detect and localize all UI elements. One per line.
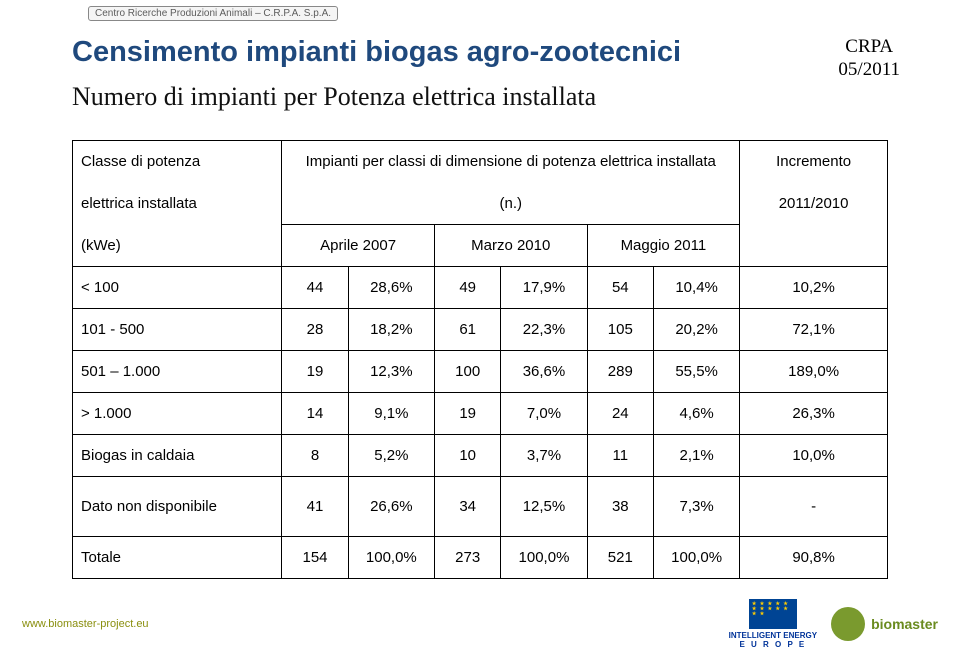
table-cell: 22,3% (501, 309, 587, 351)
table-cell: Biogas in caldaia (73, 435, 282, 477)
table-cell: < 100 (73, 267, 282, 309)
footer-url: www.biomaster-project.eu (22, 618, 149, 630)
head-span-l1: Impianti per classi di dimensione di pot… (282, 141, 740, 183)
table-cell: 2,1% (654, 435, 740, 477)
table-cell: 49 (434, 267, 500, 309)
table-cell: 501 – 1.000 (73, 351, 282, 393)
table-cell: 55,5% (654, 351, 740, 393)
page-title: Censimento impianti biogas agro-zootecni… (72, 36, 681, 69)
biomaster-logo: biomaster (831, 607, 938, 641)
table-cell: 20,2% (654, 309, 740, 351)
table-row: 101 - 5002818,2%6122,3%10520,2%72,1% (73, 309, 888, 351)
table-cell: 28 (282, 309, 348, 351)
table-cell: 7,3% (654, 477, 740, 537)
table-cell: 10,0% (740, 435, 888, 477)
head-class-l2: elettrica installata (73, 183, 282, 225)
table-cell: 5,2% (348, 435, 434, 477)
crpa-date: 05/2011 (838, 59, 900, 82)
table-cell: 44 (282, 267, 348, 309)
table-cell: 38 (587, 477, 653, 537)
table-cell: Totale (73, 537, 282, 579)
table-cell: 19 (282, 351, 348, 393)
table-cell: - (740, 477, 888, 537)
head-class-l3: (kWe) (73, 225, 282, 267)
table-cell: Dato non disponibile (73, 477, 282, 537)
head-span-l2: (n.) (282, 183, 740, 225)
table-cell: 24 (587, 393, 653, 435)
header-org-tag: Centro Ricerche Produzioni Animali – C.R… (88, 6, 338, 21)
table-row: > 1.000149,1%197,0%244,6%26,3% (73, 393, 888, 435)
table-cell: 41 (282, 477, 348, 537)
table-cell: 36,6% (501, 351, 587, 393)
table-cell: 19 (434, 393, 500, 435)
head-sub-aprile: Aprile 2007 (282, 225, 435, 267)
title-row: Censimento impianti biogas agro-zootecni… (72, 36, 900, 82)
head-sub-marzo: Marzo 2010 (434, 225, 587, 267)
leaf-icon (831, 607, 865, 641)
head-sub-maggio: Maggio 2011 (587, 225, 740, 267)
table-cell: 14 (282, 393, 348, 435)
intelligent-energy-logo: INTELLIGENT ENERGY E U R O P E (729, 599, 817, 649)
table-row: Totale154100,0%273100,0%521100,0%90,8% (73, 537, 888, 579)
biomaster-text: biomaster (871, 616, 938, 632)
table-cell: 12,5% (501, 477, 587, 537)
footer: www.biomaster-project.eu INTELLIGENT ENE… (0, 599, 960, 649)
table-cell: 11 (587, 435, 653, 477)
subtitle: Numero di impianti per Potenza elettrica… (72, 82, 596, 112)
table-cell: 4,6% (654, 393, 740, 435)
crpa-date-block: CRPA 05/2011 (838, 36, 900, 82)
table-cell: 105 (587, 309, 653, 351)
table-cell: 100,0% (654, 537, 740, 579)
table-cell: 101 - 500 (73, 309, 282, 351)
table-cell: 100,0% (348, 537, 434, 579)
data-table-container: Classe di potenza Impianti per classi di… (72, 140, 888, 579)
iee-line1: INTELLIGENT ENERGY (729, 631, 817, 640)
table-cell: > 1.000 (73, 393, 282, 435)
head-inc-blank (740, 225, 888, 267)
table-cell: 154 (282, 537, 348, 579)
table-cell: 3,7% (501, 435, 587, 477)
table-cell: 61 (434, 309, 500, 351)
head-class-l1: Classe di potenza (73, 141, 282, 183)
table-body: < 1004428,6%4917,9%5410,4%10,2%101 - 500… (73, 267, 888, 579)
table-cell: 26,3% (740, 393, 888, 435)
table-cell: 521 (587, 537, 653, 579)
table-row: Biogas in caldaia85,2%103,7%112,1%10,0% (73, 435, 888, 477)
table-cell: 28,6% (348, 267, 434, 309)
table-cell: 10,4% (654, 267, 740, 309)
table-cell: 12,3% (348, 351, 434, 393)
table-cell: 34 (434, 477, 500, 537)
data-table: Classe di potenza Impianti per classi di… (72, 140, 888, 579)
table-cell: 54 (587, 267, 653, 309)
table-cell: 10,2% (740, 267, 888, 309)
crpa-label: CRPA (838, 36, 900, 59)
table-cell: 189,0% (740, 351, 888, 393)
table-cell: 289 (587, 351, 653, 393)
eu-flag-icon (749, 599, 797, 629)
footer-logos: INTELLIGENT ENERGY E U R O P E biomaster (729, 599, 938, 649)
iee-line2: E U R O P E (739, 640, 806, 649)
table-head: Classe di potenza Impianti per classi di… (73, 141, 888, 267)
table-cell: 72,1% (740, 309, 888, 351)
table-cell: 100 (434, 351, 500, 393)
table-cell: 9,1% (348, 393, 434, 435)
table-cell: 7,0% (501, 393, 587, 435)
table-row: < 1004428,6%4917,9%5410,4%10,2% (73, 267, 888, 309)
table-cell: 100,0% (501, 537, 587, 579)
table-cell: 273 (434, 537, 500, 579)
head-inc-l2: 2011/2010 (740, 183, 888, 225)
table-row: 501 – 1.0001912,3%10036,6%28955,5%189,0% (73, 351, 888, 393)
table-cell: 26,6% (348, 477, 434, 537)
table-cell: 17,9% (501, 267, 587, 309)
table-cell: 10 (434, 435, 500, 477)
table-cell: 90,8% (740, 537, 888, 579)
table-cell: 18,2% (348, 309, 434, 351)
table-row: Dato non disponibile4126,6%3412,5%387,3%… (73, 477, 888, 537)
table-cell: 8 (282, 435, 348, 477)
head-inc-l1: Incremento (740, 141, 888, 183)
